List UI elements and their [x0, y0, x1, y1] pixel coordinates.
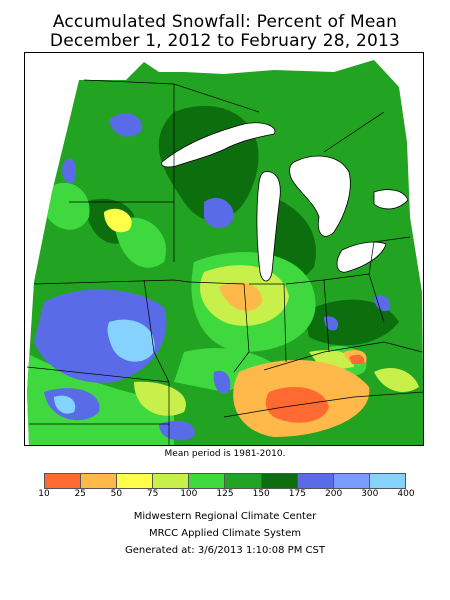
legend-tick-label: 100 [180, 489, 198, 499]
state-borders [26, 79, 424, 446]
legend-tick-label: 200 [325, 489, 343, 499]
legend-tick-label: 75 [146, 489, 159, 499]
footer-generated: Generated at: 3/6/2013 1:10:08 PM CST [125, 545, 325, 556]
legend-tick-label: 400 [397, 489, 415, 499]
legend-swatch [369, 474, 405, 488]
map-subtitle: December 1, 2012 to February 28, 2013 [49, 31, 401, 51]
legend-swatch [45, 474, 82, 488]
legend-swatch [297, 474, 334, 488]
color-legend [44, 473, 406, 489]
map-frame [24, 52, 424, 446]
legend-swatch [189, 474, 226, 488]
lake-huron [289, 155, 351, 237]
great-lakes [161, 122, 409, 282]
legend-tick-label: 125 [216, 489, 234, 499]
lake-michigan [256, 171, 281, 282]
legend-swatch [261, 474, 298, 488]
mean-period-note: Mean period is 1981-2010. [164, 449, 286, 459]
legend-swatch [225, 474, 262, 488]
legend-tick-label: 25 [74, 489, 86, 499]
legend-tick-label: 10 [38, 489, 50, 499]
legend-tick-label: 50 [110, 489, 123, 499]
legend-tick-label: 300 [361, 489, 379, 499]
legend-tick-label: 175 [288, 489, 306, 499]
footer-center: Midwestern Regional Climate Center [133, 511, 317, 522]
legend-swatch [117, 474, 154, 488]
lake-ontario [373, 189, 409, 210]
legend-swatch [333, 474, 370, 488]
legend-swatch [153, 474, 190, 488]
snowfall-map [24, 52, 424, 446]
footer-system: MRCC Applied Climate System [149, 528, 301, 539]
lake-superior [161, 122, 276, 168]
legend-tick-label: 150 [252, 489, 270, 499]
legend-swatch [81, 474, 118, 488]
map-title: Accumulated Snowfall: Percent of Mean [52, 12, 398, 32]
